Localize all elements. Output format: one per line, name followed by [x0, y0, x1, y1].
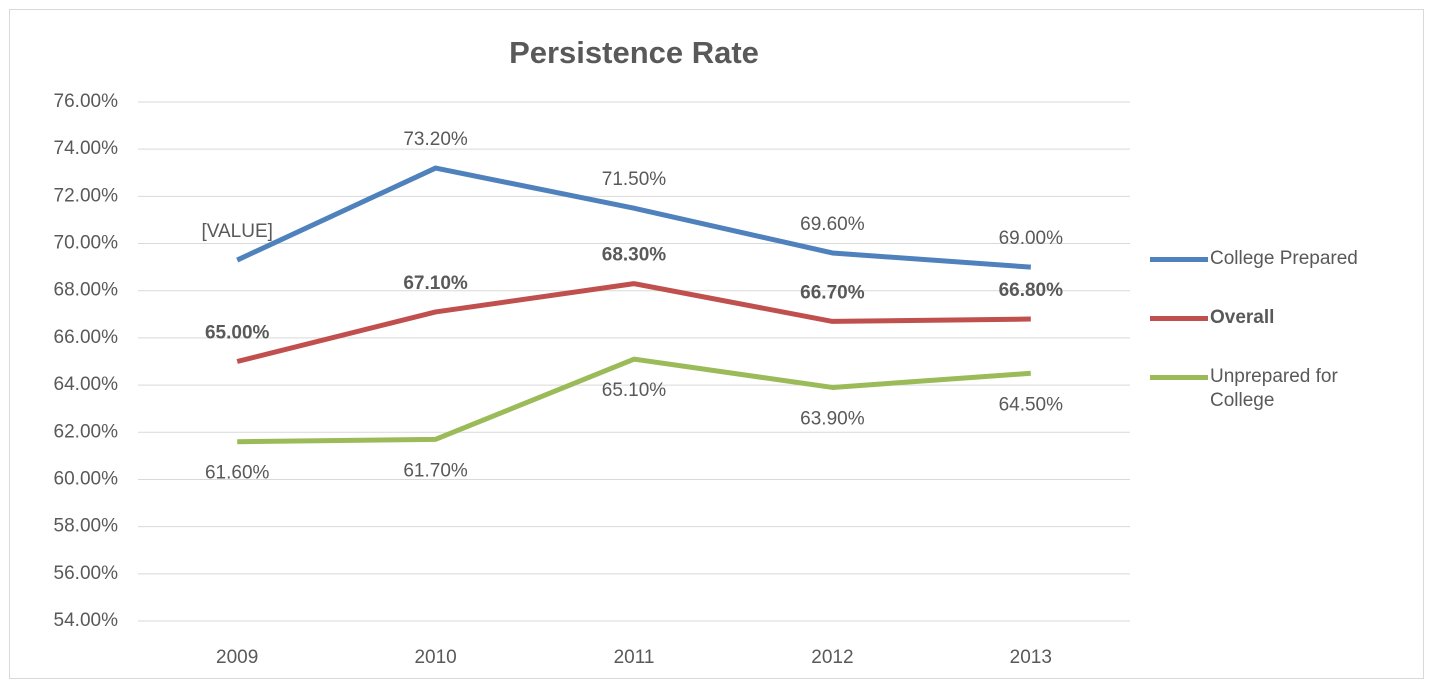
y-tick-label: 74.00% — [54, 138, 119, 159]
y-tick-label: 58.00% — [54, 516, 119, 537]
data-label: 73.20% — [403, 129, 468, 150]
data-label: 68.30% — [602, 245, 667, 266]
series-line — [237, 356, 1031, 445]
data-label: 67.10% — [403, 273, 468, 294]
legend-swatch — [1150, 316, 1208, 321]
y-tick-label: 66.00% — [54, 327, 119, 348]
y-tick-label: 64.00% — [54, 374, 119, 395]
x-tick-label: 2012 — [811, 647, 853, 668]
legend-swatch — [1150, 257, 1208, 262]
legend-item: Overall — [1150, 306, 1400, 330]
legend-item: Unprepared for College — [1150, 365, 1400, 413]
data-label: 63.90% — [800, 408, 865, 429]
data-label: [VALUE] — [201, 221, 272, 242]
series-line — [236, 281, 1031, 364]
x-tick-label: 2009 — [216, 647, 258, 668]
y-tick-label: 56.00% — [54, 563, 119, 584]
data-label: 69.60% — [800, 214, 865, 235]
chart-title: Persistence Rate — [509, 35, 759, 70]
series-line — [236, 165, 1031, 270]
legend-label: Overall — [1210, 307, 1275, 328]
y-tick-label: 72.00% — [54, 185, 119, 206]
legend-item: College Prepared — [1150, 247, 1400, 271]
y-tick-label: 70.00% — [54, 233, 119, 254]
data-label: 69.00% — [999, 228, 1064, 249]
y-tick-label: 76.00% — [54, 91, 119, 112]
y-tick-label: 62.00% — [54, 421, 119, 442]
data-label: 61.70% — [403, 460, 468, 481]
legend-label: College Prepared — [1210, 248, 1358, 269]
data-label: 65.00% — [205, 323, 270, 344]
data-label: 66.80% — [999, 280, 1064, 301]
data-label: 65.10% — [602, 380, 667, 401]
y-tick-label: 60.00% — [54, 468, 119, 489]
y-tick-label: 68.00% — [54, 280, 119, 301]
legend-label: Unprepared for College — [1210, 366, 1338, 411]
x-tick-label: 2010 — [414, 647, 456, 668]
y-tick-label: 54.00% — [54, 610, 119, 631]
legend-swatch — [1150, 375, 1208, 380]
data-label: 66.70% — [800, 282, 865, 303]
data-label: 64.50% — [999, 394, 1064, 415]
chart-border — [9, 9, 1424, 679]
data-label: 61.60% — [205, 463, 270, 484]
x-tick-label: 2011 — [614, 647, 655, 668]
x-tick-label: 2013 — [1010, 647, 1052, 668]
data-label: 71.50% — [602, 169, 667, 190]
